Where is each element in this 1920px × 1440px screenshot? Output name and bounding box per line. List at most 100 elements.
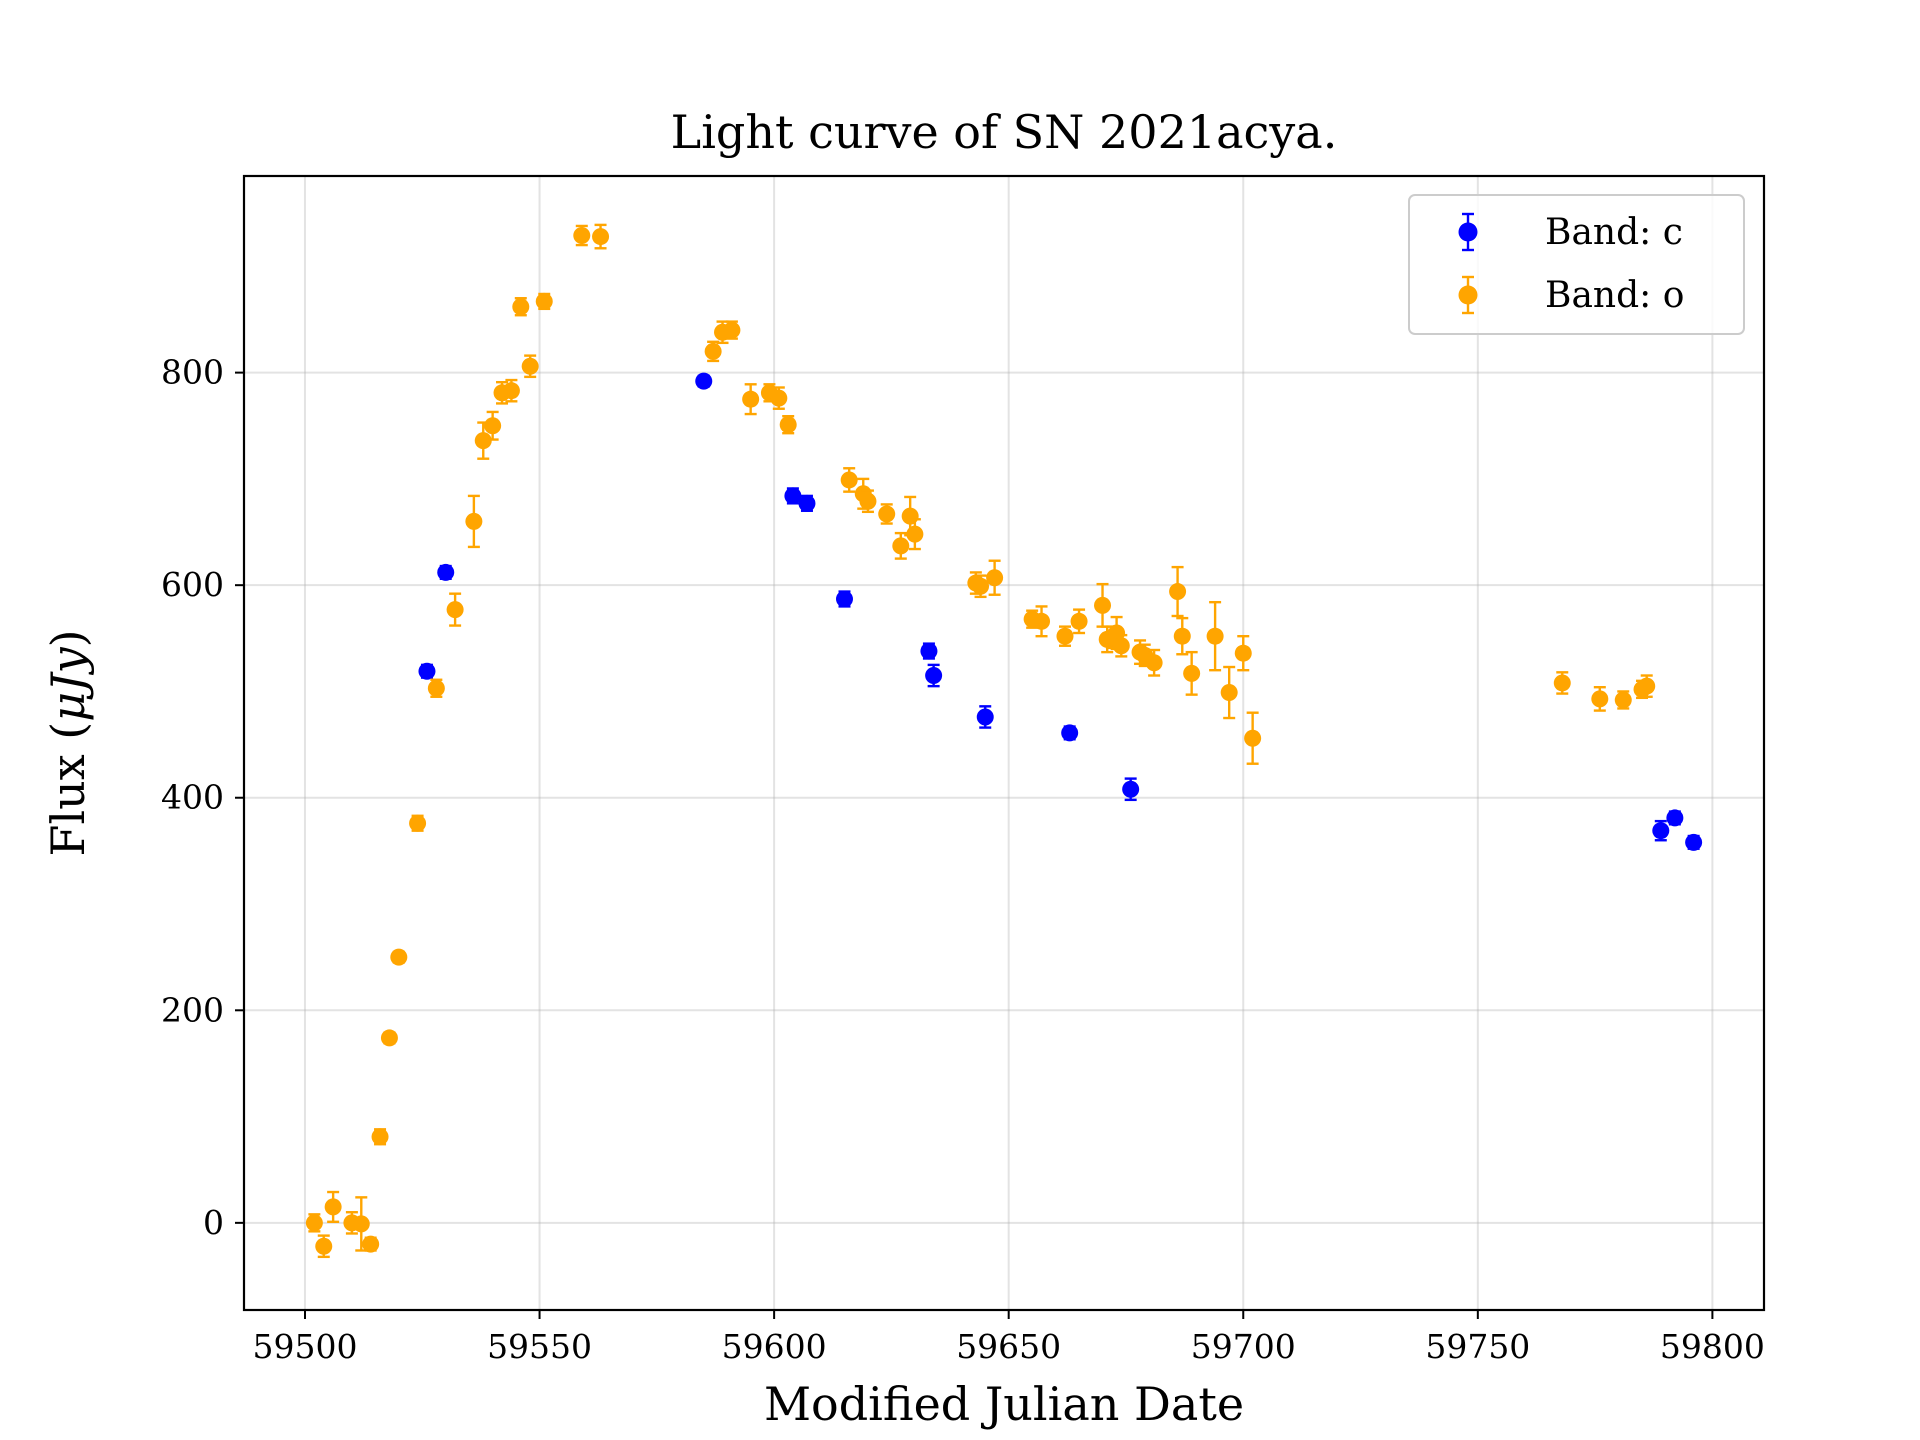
x-tick-label: 59750 (1425, 1327, 1530, 1366)
data-point (446, 592, 464, 627)
marker (1173, 627, 1191, 645)
grid-lines (244, 176, 1764, 1310)
marker (901, 507, 919, 525)
marker (1183, 664, 1201, 682)
marker (446, 601, 464, 619)
legend-marker (1458, 222, 1478, 242)
y-tick-label: 200 (161, 990, 224, 1029)
marker (972, 577, 990, 595)
data-point (474, 421, 492, 460)
marker (1553, 674, 1571, 692)
x-tick-label: 59500 (252, 1327, 357, 1366)
marker (315, 1237, 333, 1255)
marker (835, 590, 853, 608)
data-point (1638, 674, 1656, 698)
legend: Band: c Band: o (1408, 194, 1745, 335)
marker (742, 390, 760, 408)
marker (1614, 691, 1632, 709)
data-point (502, 378, 520, 403)
x-tick-label: 59650 (956, 1327, 1061, 1366)
y-tick-label: 400 (161, 778, 224, 817)
data-point (1112, 633, 1130, 658)
data-point (892, 531, 910, 560)
data-point (920, 642, 938, 660)
data-point (1666, 809, 1684, 827)
data-point (784, 487, 802, 505)
data-point (779, 414, 797, 435)
marker (465, 512, 483, 530)
marker (1591, 690, 1609, 708)
y-tick-label: 0 (203, 1203, 224, 1242)
marker (592, 228, 610, 246)
marker (427, 679, 445, 697)
data-point (859, 489, 877, 514)
y-axis-title-mu: μ (41, 692, 95, 722)
marker (925, 667, 943, 685)
x-tick-label: 59550 (487, 1327, 592, 1366)
data-point (1220, 665, 1238, 720)
y-tick-label: 600 (161, 565, 224, 604)
data-point (976, 705, 994, 729)
x-tick-label: 59800 (1660, 1327, 1765, 1366)
data-point (704, 340, 722, 363)
data-point (315, 1234, 333, 1259)
marker (521, 357, 539, 375)
data-point (305, 1213, 323, 1233)
marker (512, 298, 530, 316)
data-point (390, 948, 408, 966)
data-point (906, 518, 924, 551)
marker (770, 389, 788, 407)
data-point (1122, 777, 1140, 802)
legend-label: Band: o (1545, 275, 1684, 316)
marker (474, 432, 492, 450)
data-point (521, 354, 539, 379)
data-point (1553, 671, 1571, 695)
marker (502, 382, 520, 400)
data-point (742, 383, 760, 416)
y-axis-title-suffix: ) (41, 629, 95, 647)
data-point (371, 1128, 389, 1146)
data-point (380, 1029, 398, 1047)
chart-title: Light curve of SN 2021acya. (671, 105, 1338, 159)
data-point (1094, 582, 1112, 628)
marker (535, 292, 553, 310)
legend-marker (1458, 285, 1478, 305)
marker (878, 505, 896, 523)
marker (1169, 583, 1187, 601)
marker (892, 537, 910, 555)
data-point (427, 678, 445, 698)
marker (1122, 780, 1140, 798)
data-point (878, 503, 896, 525)
marker (409, 814, 427, 832)
data-point (324, 1190, 342, 1223)
data-point (512, 297, 530, 317)
data-point (409, 814, 427, 832)
data-point (1056, 625, 1074, 647)
marker (1206, 627, 1224, 645)
legend-box (1408, 194, 1745, 335)
marker (1220, 684, 1238, 702)
marker (1685, 833, 1703, 851)
data-point (972, 574, 990, 599)
marker (906, 525, 924, 543)
marker (1094, 596, 1112, 614)
data-point (573, 224, 591, 247)
data-point (925, 663, 943, 688)
data-point (835, 590, 853, 608)
marker (723, 321, 741, 339)
marker (324, 1198, 342, 1216)
y-axis-title-unit: Jy (41, 646, 95, 699)
data-point (1070, 608, 1088, 635)
data-point (592, 223, 610, 250)
data-point (1614, 690, 1632, 710)
marker (695, 372, 713, 390)
data-point (1169, 565, 1187, 618)
plot-frame (242, 174, 1766, 1312)
data-point (1591, 686, 1609, 712)
axis-ticks: 59500 59550 59600 59650 59700 59750 59800 0 200 4… (161, 353, 1765, 1366)
marker (1234, 644, 1252, 662)
marker (1652, 822, 1670, 840)
marker (920, 642, 938, 660)
data-point (484, 410, 502, 441)
